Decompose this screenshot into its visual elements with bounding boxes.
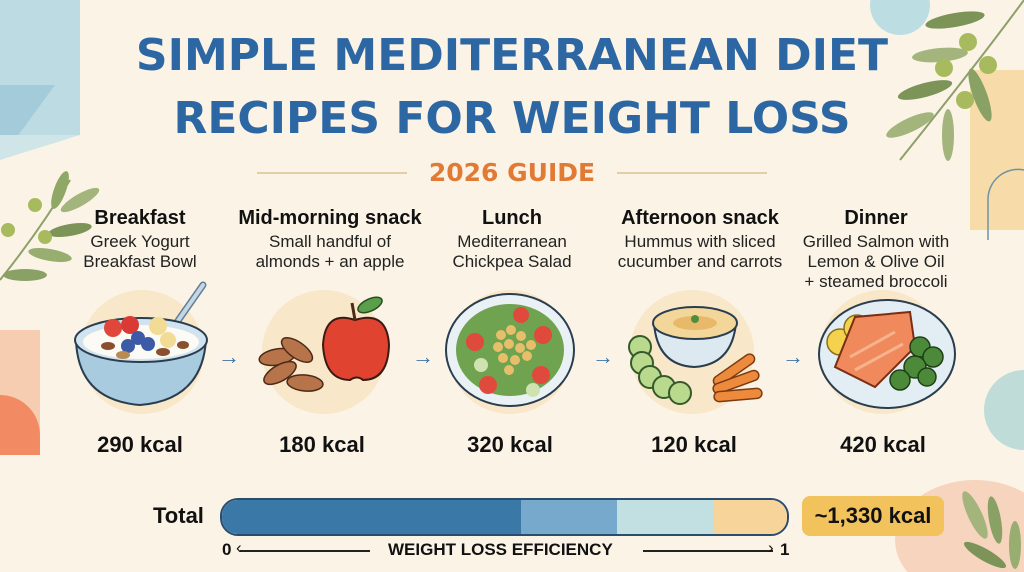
- meal-afternoon-snack: Afternoon snack Hummus with sliced cucum…: [600, 206, 800, 272]
- hummus-veggies-icon: [628, 306, 763, 405]
- meal-name: Breakfast: [94, 207, 186, 229]
- subtitle: 2026 GUIDE: [428, 158, 596, 187]
- meal-desc-line: Small handful of: [269, 232, 391, 251]
- divider-right: [617, 171, 768, 174]
- meal-desc-line: Mediterranean: [457, 232, 567, 251]
- chickpea-salad-icon: [445, 293, 575, 407]
- meal-kcal: 420 kcal: [840, 432, 926, 457]
- meal-desc-line: Breakfast Bowl: [83, 252, 197, 271]
- meal-desc-line: + steamed broccoli: [804, 272, 948, 291]
- total-kcal-badge: ~1,330 kcal: [802, 496, 944, 536]
- bar-segment: [617, 500, 714, 534]
- efficiency-axis: 0 ‹ WEIGHT LOSS EFFICIENCY › 1: [220, 538, 790, 562]
- axis-arrow-right: [643, 550, 773, 552]
- meal-desc: Small handful of almonds + an apple: [228, 232, 432, 272]
- axis-max: 1: [780, 540, 790, 559]
- divider-left: [256, 171, 407, 174]
- arrow-right-icon: →: [782, 344, 804, 369]
- arrow-right-icon: ›: [768, 538, 774, 557]
- meal-mid-morning-snack: Mid-morning snack Small handful of almon…: [228, 206, 432, 272]
- meal-kcal: 290 kcal: [97, 432, 183, 457]
- meal-name: Mid-morning snack: [238, 207, 422, 229]
- bar-segment: [713, 500, 787, 534]
- page-title-line2: RECIPES FOR WEIGHT LOSS: [173, 93, 851, 144]
- meal-desc: Mediterranean Chickpea Salad: [412, 232, 612, 272]
- bar-segment: [222, 500, 522, 534]
- axis-label: WEIGHT LOSS EFFICIENCY: [388, 540, 613, 559]
- meal-lunch: Lunch Mediterranean Chickpea Salad: [412, 206, 612, 272]
- meal-desc-line: almonds + an apple: [255, 252, 405, 271]
- meal-desc: Hummus with sliced cucumber and carrots: [600, 232, 800, 272]
- arrow-left-icon: ‹: [236, 538, 242, 557]
- meal-desc-line: cucumber and carrots: [617, 252, 783, 271]
- meal-name: Dinner: [844, 207, 908, 229]
- leaves-bottom-right: [962, 491, 1021, 569]
- arrow-right-icon: →: [218, 344, 240, 369]
- meal-desc-line: Hummus with sliced: [624, 232, 776, 251]
- meal-desc: Grilled Salmon with Lemon & Olive Oil + …: [776, 232, 976, 292]
- total-label: Total: [153, 503, 204, 528]
- bar-segment: [521, 500, 618, 534]
- axis-arrow-left: [240, 550, 370, 552]
- meal-desc-line: Chickpea Salad: [452, 252, 572, 271]
- subtitle-row: 2026 GUIDE: [0, 158, 1024, 187]
- arrow-right-icon: →: [592, 344, 614, 369]
- total-progress-bar: [220, 498, 789, 536]
- almonds-apple-icon: [258, 296, 391, 392]
- meal-dinner: Dinner Grilled Salmon with Lemon & Olive…: [776, 206, 976, 292]
- arrow-right-icon: →: [412, 344, 434, 369]
- meal-desc-line: Lemon & Olive Oil: [807, 252, 945, 271]
- meal-name: Lunch: [482, 207, 542, 229]
- olive-branch-left: [0, 171, 100, 281]
- olive-branch-right: [886, 0, 1024, 161]
- meal-desc-line: Greek Yogurt: [90, 232, 190, 251]
- meal-kcal: 120 kcal: [651, 432, 737, 457]
- meal-name: Afternoon snack: [621, 207, 779, 229]
- meal-kcal: 180 kcal: [279, 432, 365, 457]
- yogurt-bowl-icon: [74, 281, 208, 407]
- meal-desc-line: Grilled Salmon with: [802, 232, 950, 251]
- axis-min: 0: [222, 540, 232, 559]
- meal-desc: Greek Yogurt Breakfast Bowl: [40, 232, 240, 272]
- page-title-line1: SIMPLE MEDITERRANEAN DIET: [135, 30, 889, 81]
- meal-breakfast: Breakfast Greek Yogurt Breakfast Bowl: [40, 206, 240, 272]
- salmon-broccoli-icon: [818, 299, 956, 409]
- meal-kcal: 320 kcal: [467, 432, 553, 457]
